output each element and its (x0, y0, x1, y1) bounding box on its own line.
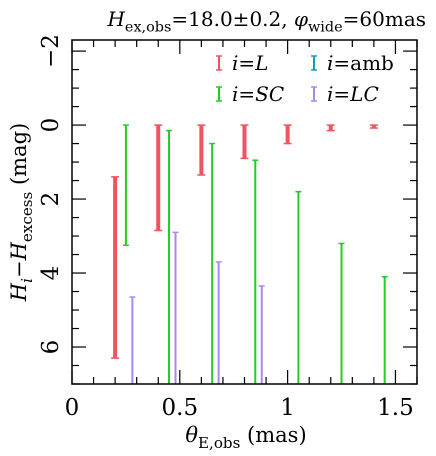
chart-title: Hex,obs​=18.0±0.2, φwide​=60mas (106, 7, 426, 36)
error-bar-i=SC-5 (338, 242, 345, 384)
error-bar-i=L-0 (111, 176, 120, 359)
error-bar-i=SC-0 (122, 124, 129, 247)
error-bar-i=L-4 (283, 124, 292, 145)
legend-label: i=L (232, 51, 268, 75)
error-bar-i=L-5 (326, 124, 335, 132)
error-bar-i=L-1 (154, 124, 163, 232)
legend-entry-i=amb: i=amb (311, 51, 394, 75)
error-bar-i=L-3 (240, 124, 249, 160)
legend-entry-i=SC: i=SC (216, 82, 284, 106)
error-bar-i=LC-2 (215, 261, 222, 384)
x-tick-label: 1 (280, 395, 295, 421)
legend: i=L i=amb i=SC i=LC (216, 51, 394, 106)
error-bar-i=SC-6 (381, 275, 388, 384)
error-bar-i=SC-4 (295, 190, 302, 384)
error-bar-i=LC-3 (258, 285, 265, 384)
x-tick-label: 0.5 (162, 395, 199, 421)
y-tick-label: 2 (38, 192, 64, 207)
error-bar-i=L-2 (197, 124, 206, 176)
y-tick-label: −2 (38, 34, 64, 68)
error-bar-i=L-6 (369, 124, 378, 129)
legend-entry-i=LC: i=LC (311, 82, 379, 106)
x-tick-label: 0 (65, 395, 80, 421)
tick-layer (71, 40, 418, 385)
legend-label: i=LC (327, 82, 379, 106)
legend-label: i=SC (232, 82, 284, 106)
x-axis-label: θE,obs​ (mas) (185, 423, 306, 452)
error-bar-i=SC-2 (209, 142, 216, 384)
error-bar-i=SC-3 (252, 159, 259, 384)
y-tick-label: 0 (38, 118, 64, 133)
text-layer: 0 0.5 1 1.5 −2 0 2 4 6 Hex,obs​=18.0±0.2, φwide​=… (7, 7, 426, 452)
error-bar-i=LC-0 (129, 296, 136, 384)
x-tick-label: 1.5 (377, 395, 414, 421)
legend-entry-i=L: i=L (216, 51, 268, 75)
y-tick-label: 4 (38, 266, 64, 281)
legend-label: i=amb (327, 51, 394, 75)
error-bar-layer (111, 124, 388, 384)
y-axis-label: Hi​−Hexcess​ (mag) (7, 123, 36, 302)
error-bar-i=SC-1 (166, 129, 173, 384)
error-bar-i=LC-1 (172, 231, 179, 384)
y-tick-label: 6 (38, 340, 64, 355)
